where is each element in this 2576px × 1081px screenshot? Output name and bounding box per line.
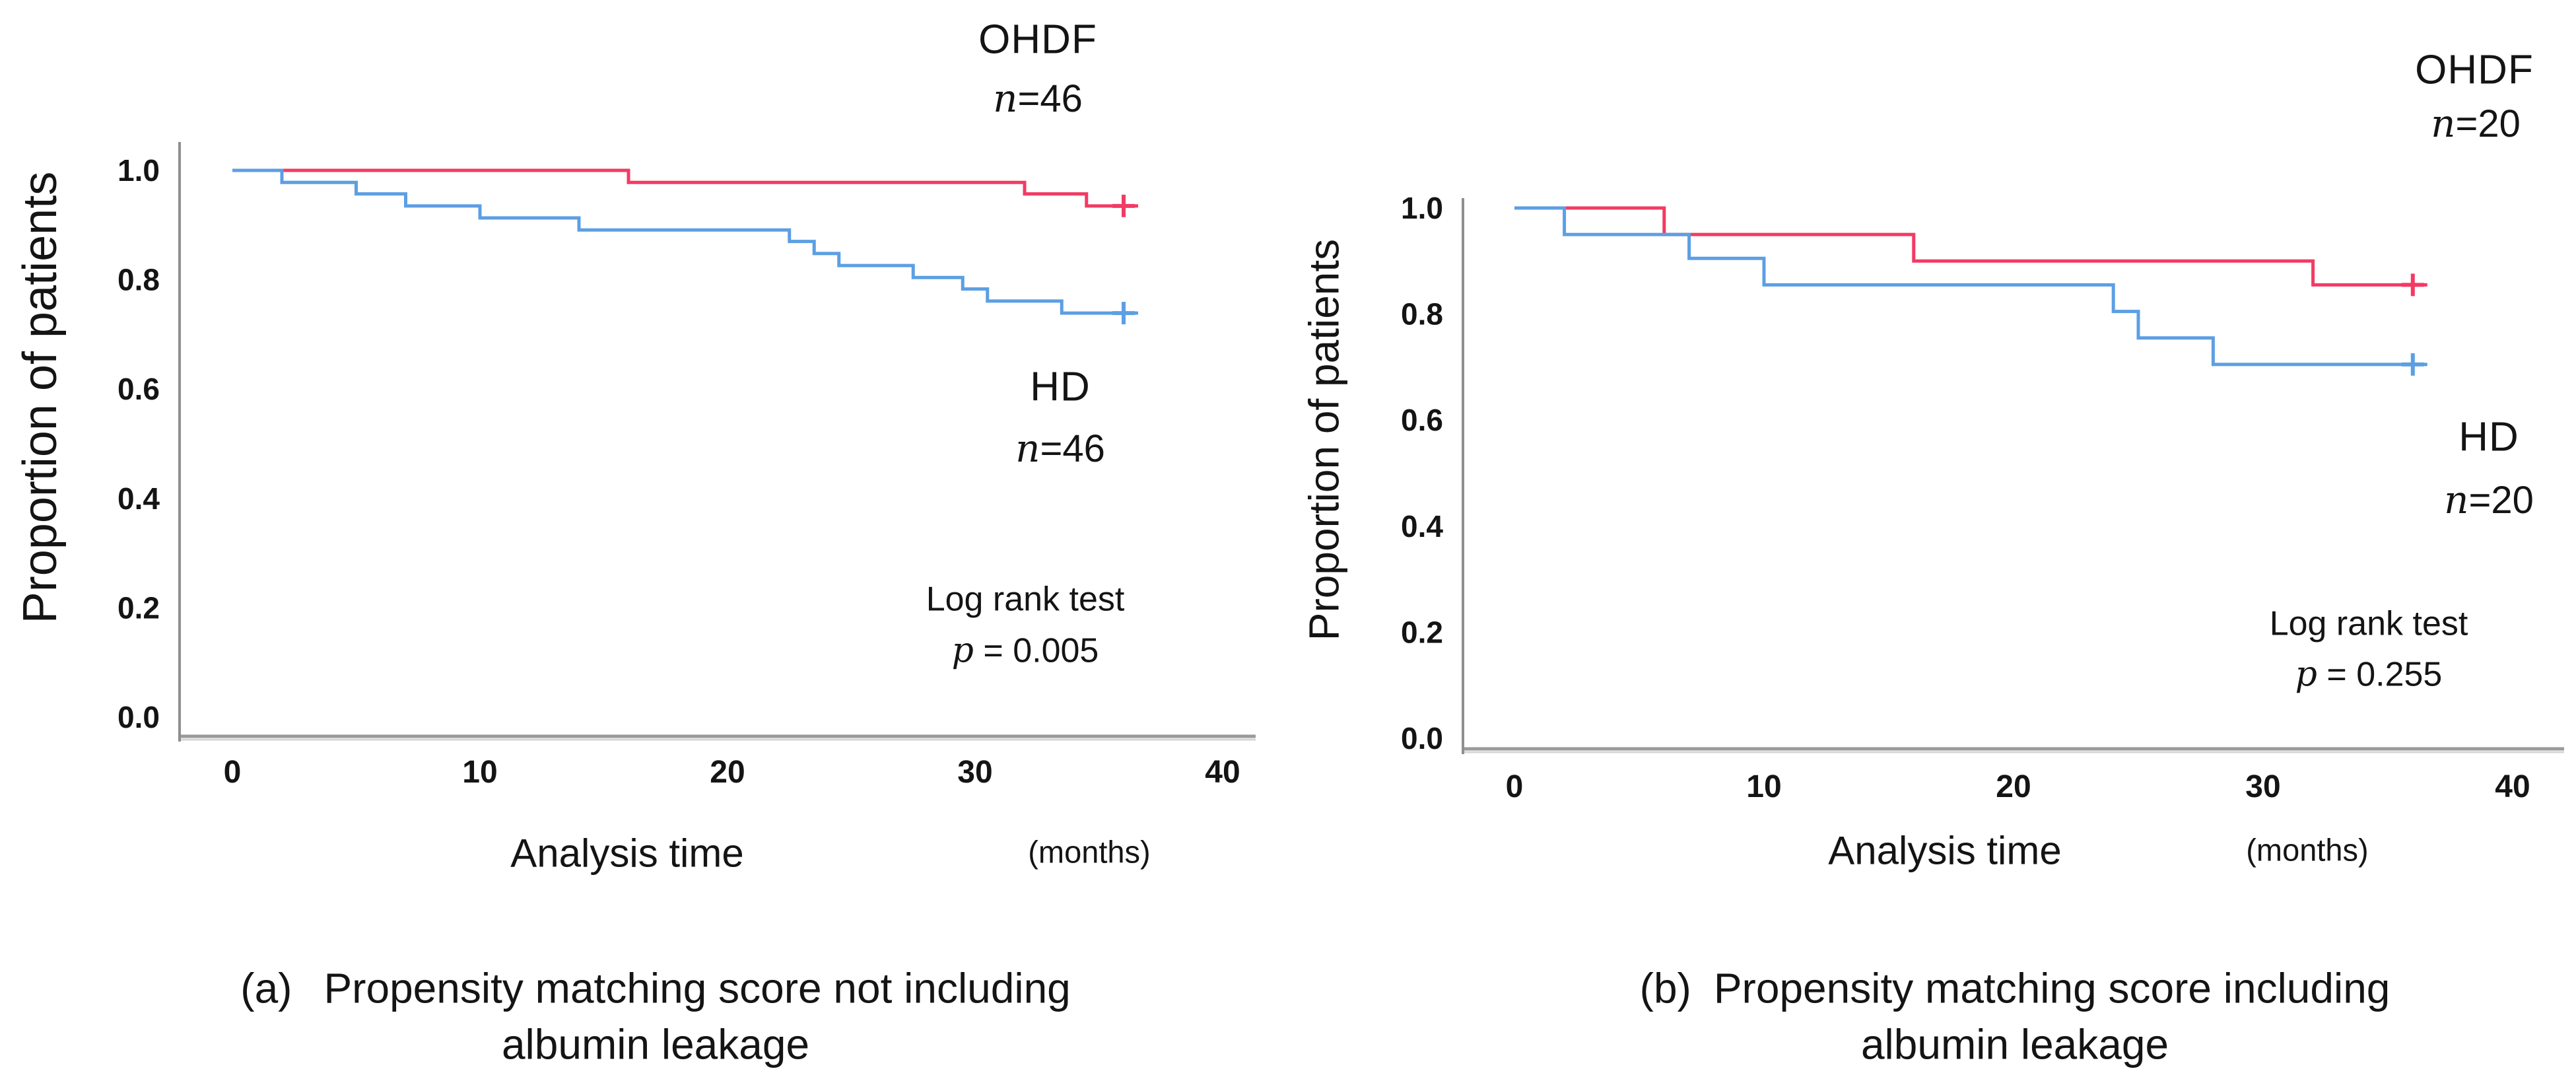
panel-b-caption-line1: (b) Propensity matching score including (1640, 966, 2390, 1010)
y-tick-label-0.8: 0.8 (1401, 297, 1443, 331)
survival-curve-ohdf-b (1514, 206, 2427, 287)
panel-a-x-axis-title: Analysis time (510, 831, 744, 876)
panel-a-caption-line2: albumin leakage (501, 1020, 810, 1068)
panel-b-caption-text: Propensity matching score including (1713, 964, 2390, 1012)
panel-b-x-axis-title: Analysis time (1828, 828, 2062, 873)
survival-curve-ohdf-a (232, 168, 1138, 208)
panel-b-logrank-label: Log rank test (2269, 604, 2468, 643)
panel-a-y-axis-title: Proportion of patients (14, 171, 67, 624)
survival-curve-hd-a (232, 168, 1138, 315)
y-tick-label-0.0: 0.0 (1401, 721, 1443, 755)
x-tick-label-20: 20 (710, 755, 745, 790)
x-tick-label-0: 0 (224, 755, 242, 790)
panel-b-p-value: p = 0.255 (2295, 654, 2443, 695)
panel-a-plot: 1.0 0.8 0.6 0.4 0.2 0.0 0 10 20 30 40 (118, 142, 1256, 790)
y-tick-label-0.4: 0.4 (1401, 509, 1443, 543)
panel-b-series-ohdf-label: OHDF (2415, 47, 2534, 93)
panel-b-caption-line2: albumin leakage (1860, 1020, 2169, 1068)
panel-a-series-ohdf-label: OHDF (978, 17, 1097, 63)
y-tick-label-0.2: 0.2 (1401, 615, 1443, 649)
panel-b-plot: 1.0 0.8 0.6 0.4 0.2 0.0 0 10 20 30 40 (1401, 191, 2564, 804)
x-tick-label-20: 20 (1996, 769, 2031, 804)
panel-a-caption-text: Propensity matching score not including (323, 964, 1071, 1012)
panel-a-caption-line1: (a) Propensity matching score not includi… (240, 966, 1071, 1010)
y-tick-label-0.6: 0.6 (118, 372, 160, 406)
x-tick-label-10: 10 (1746, 769, 1781, 804)
x-tick-label-30: 30 (957, 755, 992, 790)
panel-a-series-hd-label: HD (1030, 364, 1091, 410)
panel-a-series-hd-n: n=46 (1015, 426, 1105, 471)
y-tick-label-0.2: 0.2 (118, 590, 160, 625)
y-tick-label-1.0: 1.0 (1401, 191, 1443, 225)
x-tick-label-30: 30 (2245, 769, 2280, 804)
panel-b-x-axis-unit: (months) (2246, 832, 2369, 868)
y-tick-label-0.4: 0.4 (118, 481, 160, 516)
panel-b-series-hd-label: HD (2458, 414, 2519, 460)
panel-b-series-hd-n: n=20 (2444, 477, 2534, 523)
panel-a-series-ohdf-n: n=46 (993, 76, 1083, 122)
panel-a-logrank-label: Log rank test (926, 580, 1125, 619)
x-tick-label-40: 40 (1205, 755, 1240, 790)
y-tick-label-0.8: 0.8 (118, 263, 160, 297)
panel-a-x-axis-unit: (months) (1028, 834, 1151, 870)
panel-b-caption-tag: (b) (1639, 964, 1691, 1012)
panel-b-y-axis-title: Proportion of patients (1300, 238, 1348, 641)
survival-curve-hd-b (1514, 206, 2427, 366)
x-tick-label-0: 0 (1506, 769, 1524, 804)
x-tick-label-10: 10 (462, 755, 497, 790)
y-tick-label-0.6: 0.6 (1401, 403, 1443, 437)
panel-a-caption-tag: (a) (240, 964, 292, 1012)
y-tick-label-0.0: 0.0 (118, 700, 160, 734)
y-tick-label-1.0: 1.0 (118, 153, 160, 188)
panel-a-p-value: p = 0.005 (951, 631, 1099, 671)
panel-b-series-ohdf-n: n=20 (2431, 101, 2521, 147)
x-tick-label-40: 40 (2495, 769, 2530, 804)
